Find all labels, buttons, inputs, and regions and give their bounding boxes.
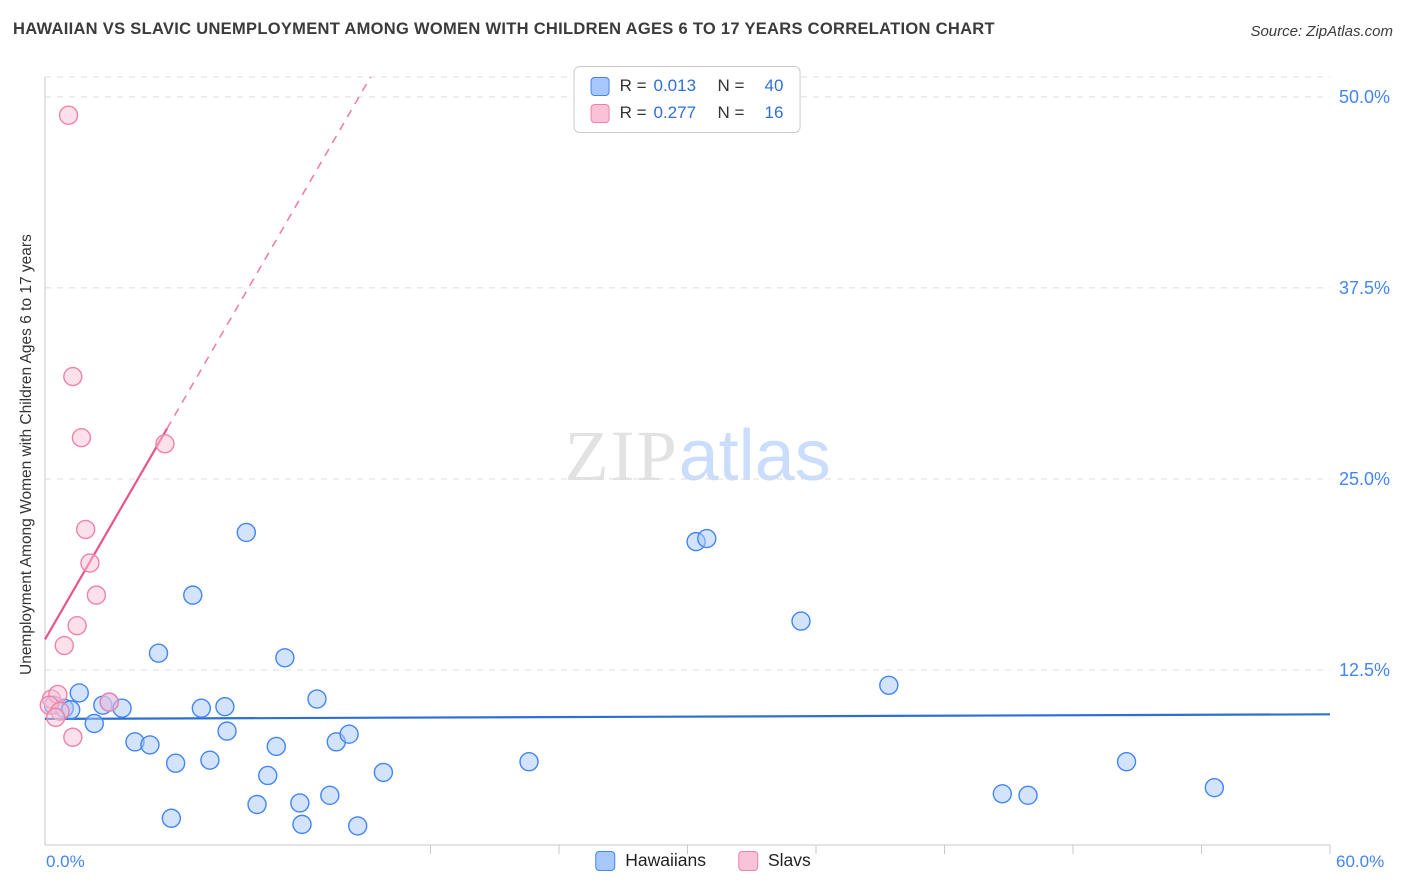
legend-item-hawaiians[interactable]: Hawaiians [595, 850, 706, 871]
point-hawaiians[interactable] [373, 762, 394, 783]
point-slavs[interactable] [54, 635, 74, 656]
point-hawaiians[interactable] [217, 721, 237, 741]
point-slavs[interactable] [71, 427, 92, 448]
point-hawaiians[interactable] [1116, 752, 1137, 772]
point-slavs[interactable] [75, 519, 96, 540]
n-value-slavs: 16 [764, 103, 784, 122]
r-value-hawaiians: 0.013 [653, 76, 697, 95]
n-label: N = [717, 76, 745, 95]
slavs-legend-swatch [737, 850, 758, 871]
hawaiians-legend-swatch [595, 850, 616, 871]
y-tick-label: 25.0% [1339, 469, 1390, 489]
point-hawaiians[interactable] [165, 753, 186, 773]
stats-row-slavs: R = 0.277 N = 16 [590, 103, 784, 123]
point-slavs[interactable] [86, 585, 107, 605]
r-label: R = [619, 76, 647, 95]
point-hawaiians[interactable] [161, 808, 182, 828]
point-hawaiians[interactable] [791, 611, 811, 631]
x-axis-min-label: 0.0% [46, 852, 85, 871]
point-hawaiians[interactable] [519, 752, 539, 772]
point-hawaiians[interactable] [247, 794, 267, 815]
point-hawaiians[interactable] [191, 698, 212, 718]
point-hawaiians[interactable] [290, 793, 310, 813]
point-slavs[interactable] [155, 434, 175, 454]
slavs-swatch [590, 103, 610, 123]
correlation-stats-legend: R = 0.013 N = 40 R = 0.277 N = 16 [573, 66, 801, 133]
n-label: N = [717, 103, 745, 122]
point-slavs[interactable] [63, 727, 83, 747]
chart-title: HAWAIIAN VS SLAVIC UNEMPLOYMENT AMONG WO… [13, 20, 995, 38]
n-value-hawaiians: 40 [764, 76, 784, 95]
point-hawaiians[interactable] [1018, 785, 1038, 806]
point-slavs[interactable] [63, 366, 83, 387]
point-hawaiians[interactable] [84, 713, 104, 734]
point-hawaiians[interactable] [697, 528, 717, 549]
y-tick-label: 12.5% [1339, 660, 1390, 680]
point-slavs[interactable] [80, 553, 100, 573]
trend-line-hawaiians [44, 713, 1331, 721]
point-hawaiians[interactable] [258, 765, 278, 786]
legend-item-slavs[interactable]: Slavs [737, 850, 811, 871]
y-tick-label: 50.0% [1339, 87, 1390, 107]
point-hawaiians[interactable] [1204, 777, 1225, 798]
point-slavs[interactable] [67, 615, 87, 636]
point-hawaiians[interactable] [347, 816, 368, 836]
point-hawaiians[interactable] [307, 689, 327, 709]
point-hawaiians[interactable] [879, 675, 899, 695]
point-hawaiians[interactable] [320, 785, 340, 806]
point-hawaiians[interactable] [266, 736, 286, 757]
point-slavs[interactable] [58, 105, 79, 125]
r-label: R = [619, 103, 647, 122]
point-hawaiians[interactable] [200, 750, 220, 770]
stats-row-hawaiians: R = 0.013 N = 40 [590, 76, 784, 96]
point-hawaiians[interactable] [292, 814, 312, 835]
point-hawaiians[interactable] [992, 784, 1013, 804]
point-slavs[interactable] [99, 692, 119, 712]
series-legend: Hawaiians Slavs [595, 850, 811, 871]
trend-line-slavs [44, 427, 169, 640]
point-hawaiians[interactable] [148, 643, 169, 663]
r-value-slavs: 0.277 [653, 103, 697, 122]
hawaiians-swatch [590, 76, 610, 96]
y-tick-label: 37.5% [1339, 278, 1390, 298]
point-hawaiians[interactable] [275, 648, 295, 668]
point-hawaiians[interactable] [339, 724, 359, 744]
point-hawaiians[interactable] [140, 735, 160, 755]
slavs-legend-label: Slavs [767, 850, 811, 870]
point-hawaiians[interactable] [183, 585, 203, 605]
point-hawaiians[interactable] [69, 683, 89, 703]
hawaiians-legend-label: Hawaiians [625, 850, 706, 870]
point-hawaiians[interactable] [236, 522, 257, 543]
trend-line-slavs-extension [166, 76, 372, 429]
x-axis-max-label: 60.0% [1336, 852, 1385, 871]
point-slavs[interactable] [46, 707, 66, 728]
source-attribution: Source: ZipAtlas.com [1250, 23, 1393, 40]
point-hawaiians[interactable] [215, 696, 235, 717]
